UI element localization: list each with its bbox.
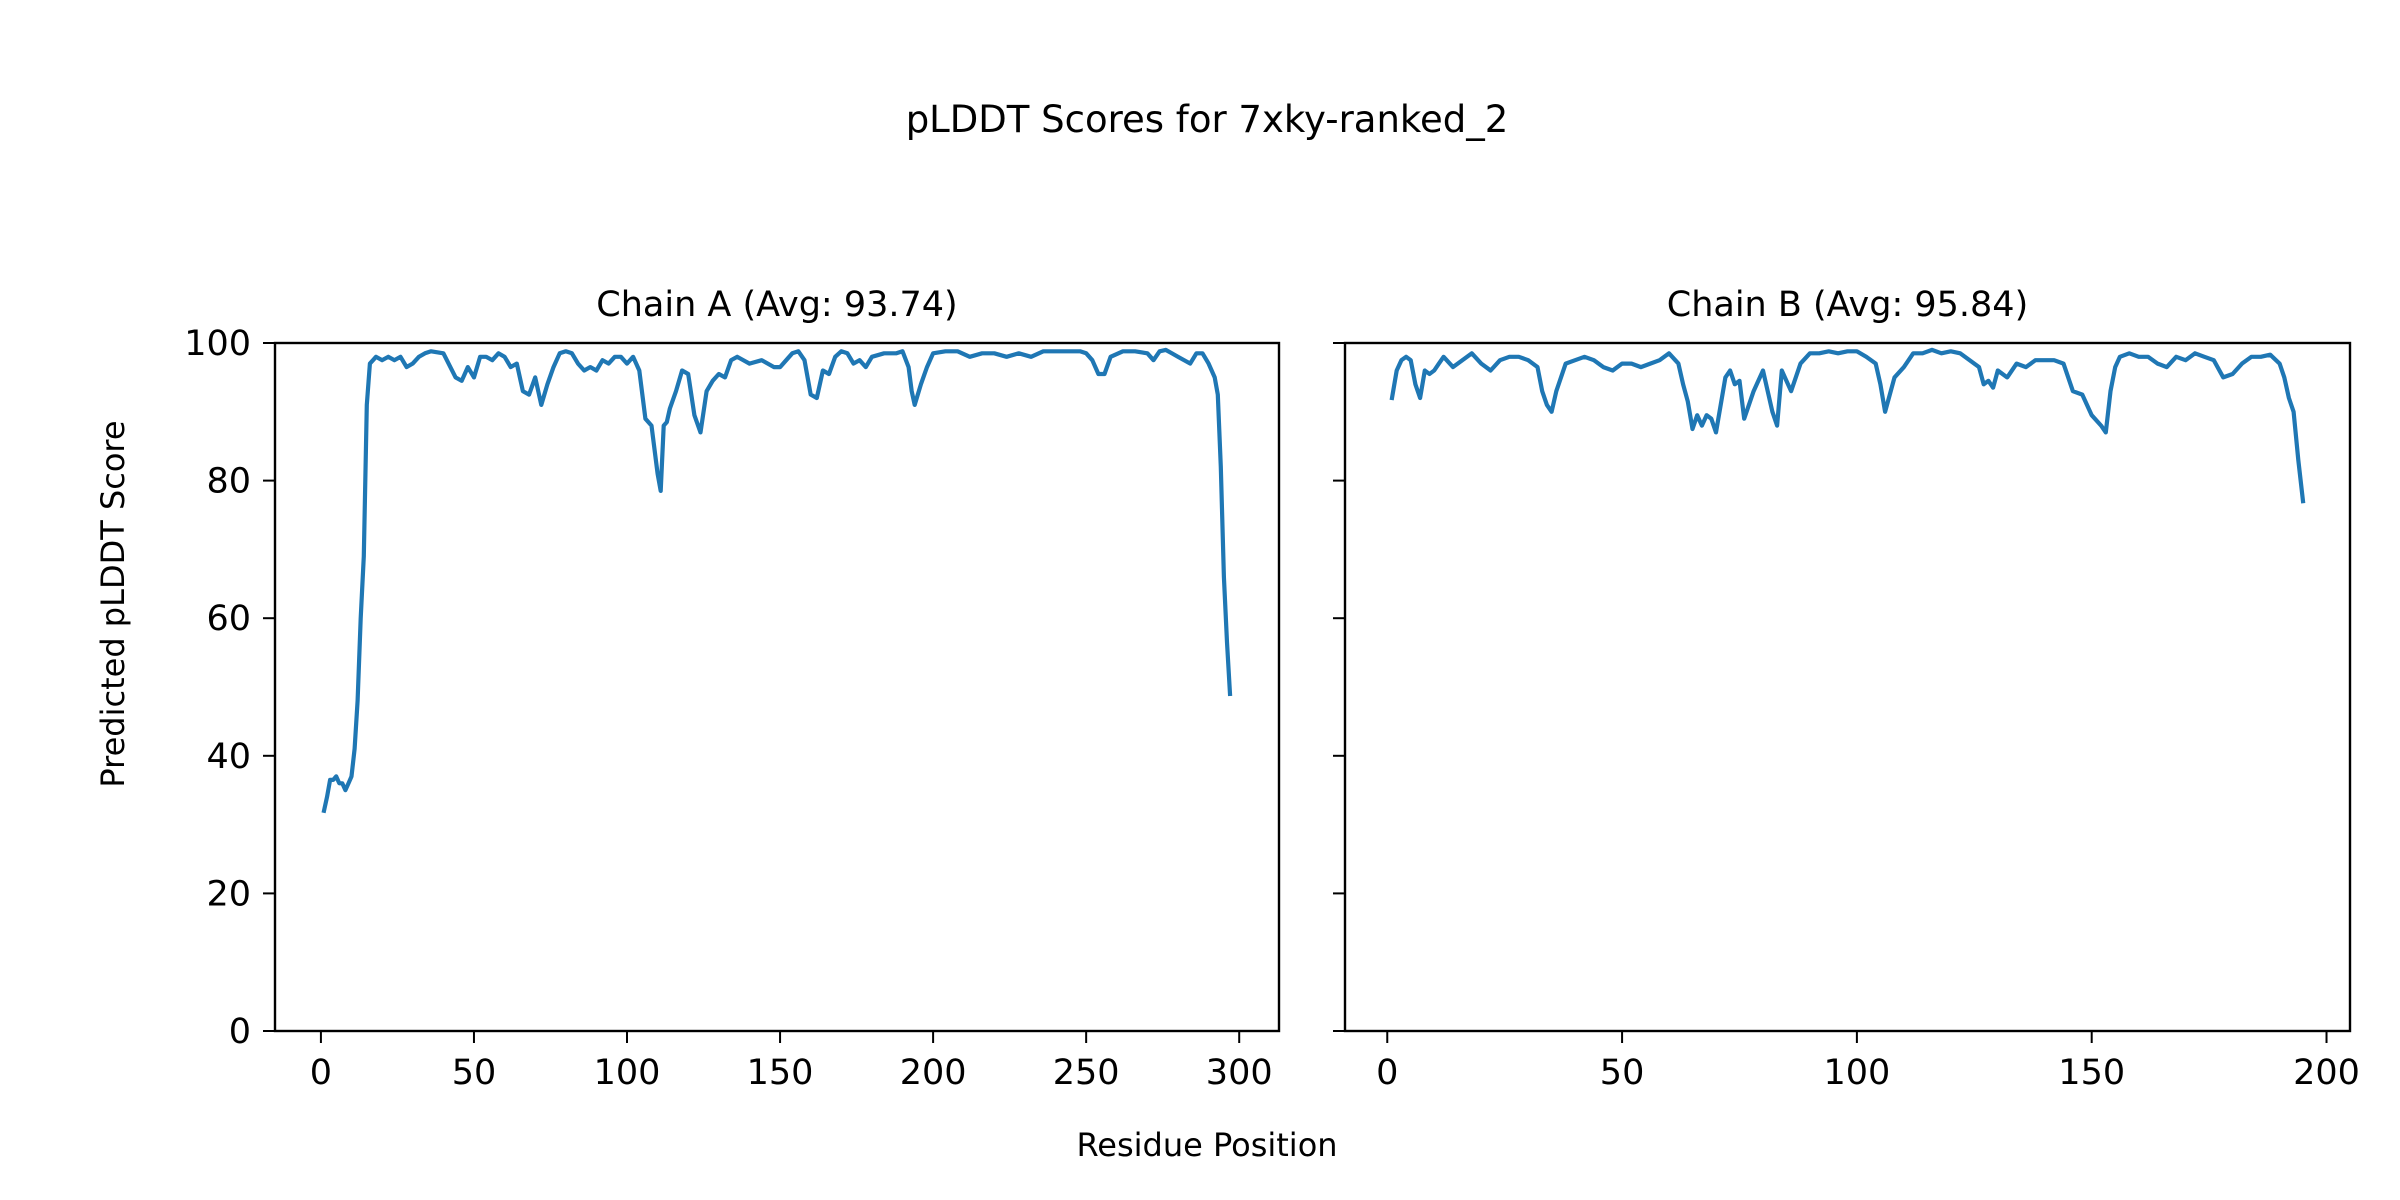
y-axis-label: Predicted pLDDT Score bbox=[94, 420, 132, 787]
x-axis-label: Residue Position bbox=[1076, 1126, 1337, 1164]
x-tick-label: 200 bbox=[900, 1053, 967, 1093]
axes-frame bbox=[1343, 341, 2352, 1033]
x-tick-label: 0 bbox=[310, 1053, 332, 1093]
chart-panel-1: Chain A (Avg: 93.74) 0 50 100 150 200 250 300 0 2… bbox=[184, 285, 1281, 1093]
x-tick-label: 300 bbox=[1206, 1053, 1273, 1093]
x-tick-label: 100 bbox=[1823, 1053, 1890, 1093]
x-tick-label: 50 bbox=[452, 1053, 497, 1093]
y-tick-label: 20 bbox=[206, 874, 251, 914]
figure-title: pLDDT Scores for 7xky-ranked_2 bbox=[906, 98, 1509, 141]
y-tick-label: 40 bbox=[206, 737, 251, 777]
panel-title: Chain A (Avg: 93.74) bbox=[596, 285, 957, 325]
chart-panel-2: Chain B (Avg: 95.84) 0 50 100 150 200 bbox=[1333, 285, 2360, 1093]
x-tick-label: 100 bbox=[594, 1053, 661, 1093]
y-tick-label: 100 bbox=[184, 324, 251, 364]
x-tick-label: 200 bbox=[2293, 1053, 2360, 1093]
axes-frame bbox=[273, 341, 1281, 1033]
panel-title: Chain B (Avg: 95.84) bbox=[1667, 285, 2028, 325]
y-tick-label: 60 bbox=[206, 599, 251, 639]
series-line bbox=[321, 347, 1233, 814]
x-tick-label: 150 bbox=[747, 1053, 814, 1093]
panels: Chain A (Avg: 93.74)0 50 100 150 200 250 30002… bbox=[184, 285, 2360, 1093]
y-tick-label: 0 bbox=[229, 1012, 251, 1052]
x-tick-label: 0 bbox=[1376, 1053, 1398, 1093]
x-tick-label: 50 bbox=[1600, 1053, 1645, 1093]
x-tick-label: 150 bbox=[2058, 1053, 2125, 1093]
x-tick-label: 250 bbox=[1053, 1053, 1120, 1093]
y-tick-label: 80 bbox=[206, 462, 251, 502]
series-line bbox=[1389, 347, 2306, 504]
